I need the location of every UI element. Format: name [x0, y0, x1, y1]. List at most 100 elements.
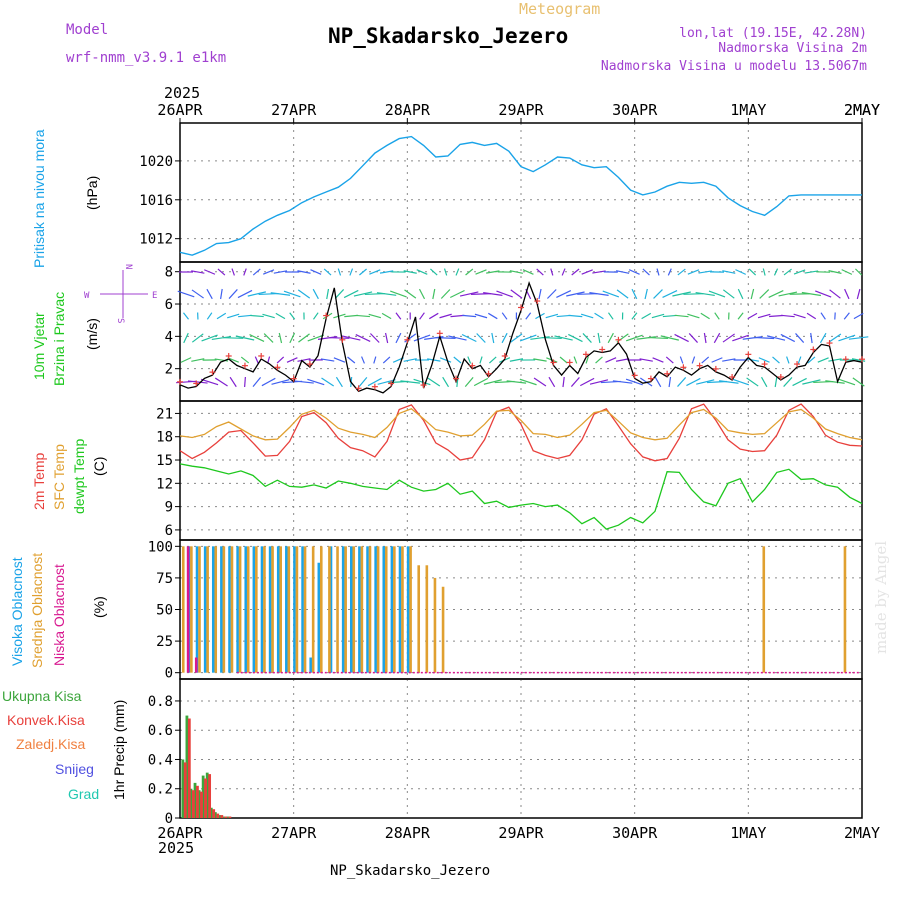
wind-direction-barb [589, 292, 609, 296]
wind-direction-barb [369, 269, 381, 275]
wind-direction-barb [404, 333, 417, 343]
wind-direction-barb [636, 336, 656, 340]
wind-direction-barb [674, 314, 689, 318]
wind-direction-barb [594, 312, 604, 320]
mid-cloud-bar [214, 546, 218, 673]
wind-direction-barb [820, 312, 826, 320]
high-cloud-bar [309, 657, 313, 673]
wind-direction-barb [501, 312, 508, 320]
wind-direction-barb [754, 336, 775, 340]
panel-frame [179, 122, 863, 263]
mid-cloud-bar [295, 546, 299, 673]
wind-direction-barb [700, 312, 710, 320]
wind-direction-barb [455, 268, 460, 276]
wind-direction-barb [443, 268, 448, 276]
wind-direction-barb [395, 332, 402, 344]
wind-direction-barb [828, 270, 842, 274]
wind-direction-barb [337, 268, 342, 276]
wind-direction-barb [519, 378, 537, 386]
wind-direction-barb [216, 312, 227, 320]
wind-direction-barb [373, 356, 377, 364]
wind-direction-barb [665, 356, 674, 364]
wind-direction-barb [568, 314, 583, 318]
wind-direction-barb [439, 357, 452, 363]
wind-direction-barb [329, 337, 350, 339]
wind-direction-barb [819, 332, 827, 344]
high-cloud-bar [260, 546, 264, 673]
wind-direction-barb [829, 289, 841, 299]
mid-cloud-bar [433, 577, 437, 673]
wind-direction-barb [430, 268, 438, 276]
wind-direction-barb [501, 332, 508, 344]
wind-direction-barb [828, 333, 842, 343]
wind-direction-barb [714, 312, 720, 320]
wind-direction-barb [382, 356, 391, 364]
y-tick-label: 0.6 [148, 723, 173, 739]
wind-direction-barb [448, 335, 467, 341]
wind-direction-barb [737, 288, 744, 300]
wind-direction-barb [335, 376, 343, 388]
wind-direction-barb [677, 377, 687, 387]
model-label: Model [66, 22, 108, 38]
wind-direction-barb [695, 291, 715, 297]
wind-direction-barb [320, 358, 335, 362]
wind-direction-barb [793, 313, 806, 319]
y-tick-label: 1012 [139, 232, 173, 248]
wind-direction-barb [278, 332, 283, 344]
wind-direction-barb [851, 358, 866, 362]
wind-direction-barb [344, 314, 359, 318]
panel-frame [179, 539, 863, 680]
mid-cloud-bar [263, 546, 266, 673]
wind-direction-barb [696, 379, 715, 385]
wind-direction-barb [530, 336, 550, 340]
wind-direction-barb [602, 290, 620, 298]
high-cloud-bar [406, 546, 410, 673]
mid-cloud-bar [336, 546, 339, 673]
mid-cloud-bar [230, 546, 234, 673]
pressure-unit: (hPa) [84, 176, 100, 210]
compass-rose: N E S W [84, 264, 157, 323]
wind-direction-barb [568, 333, 583, 343]
high-cloud-bar [285, 546, 288, 673]
wind-direction-barb [607, 332, 614, 344]
high-cloud-bar [350, 546, 353, 673]
wind-direction-barb [262, 269, 275, 275]
wind-direction-barb [489, 356, 497, 364]
wind-direction-barb [656, 268, 660, 276]
wind-direction-barb [249, 314, 264, 318]
wind-direction-barb [369, 333, 380, 343]
precip-total-bar [197, 790, 201, 818]
y-tick-label: 50 [156, 603, 173, 619]
wind-direction-barb [810, 332, 813, 344]
mid-cloud-bar [344, 546, 347, 673]
pressure-label: Pritisak na nivou mora [31, 129, 47, 268]
mid-cloud-bar [279, 546, 282, 673]
x-tick-label-top: 29APR [498, 101, 544, 119]
wind-direction-barb [347, 356, 356, 364]
wind-direction-barb [483, 292, 503, 296]
wind-direction-barb [228, 289, 238, 299]
wind-direction-barb [550, 268, 554, 276]
wind-direction-barb [390, 290, 407, 298]
wind-direction-barb [801, 291, 822, 297]
mid-cloud-bar [425, 565, 429, 673]
precip-conv-bar [200, 791, 203, 818]
wind-direction-barb [660, 335, 679, 341]
wind-direction-barb [806, 312, 817, 320]
high-cloud-bar [203, 546, 207, 673]
wind-direction-barb [419, 312, 425, 320]
mid-cloud-bar [376, 546, 380, 673]
x-tick-label-top: 26APR [157, 101, 203, 119]
precip-conv-bar [187, 718, 191, 818]
wind-direction-barb [379, 270, 394, 274]
wind-direction-barb [556, 289, 572, 299]
mid-cloud-bar [190, 546, 193, 673]
wind-direction-barb [607, 312, 614, 320]
mid-cloud-bar [206, 546, 209, 673]
wind-direction-barb [559, 356, 568, 364]
high-cloud-bar [268, 546, 272, 673]
wind-label-a: 10m Vjetar [31, 312, 47, 380]
y-tick-label: 9 [165, 500, 173, 516]
wind-direction-barb [432, 288, 436, 300]
